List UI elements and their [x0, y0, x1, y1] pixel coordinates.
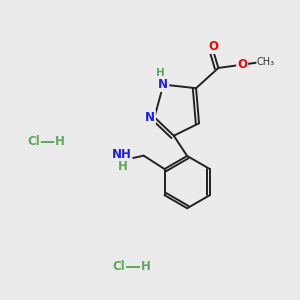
Text: H: H: [118, 160, 128, 172]
Text: H: H: [141, 260, 151, 273]
Text: CH₃: CH₃: [257, 57, 275, 67]
Text: O: O: [237, 58, 247, 71]
Text: N: N: [145, 111, 155, 124]
Text: H: H: [55, 135, 65, 148]
Text: H: H: [156, 68, 165, 78]
Text: Cl: Cl: [27, 135, 40, 148]
Text: O: O: [208, 40, 218, 53]
Text: N: N: [158, 78, 168, 91]
Text: Cl: Cl: [112, 260, 125, 273]
Text: NH: NH: [112, 148, 132, 161]
